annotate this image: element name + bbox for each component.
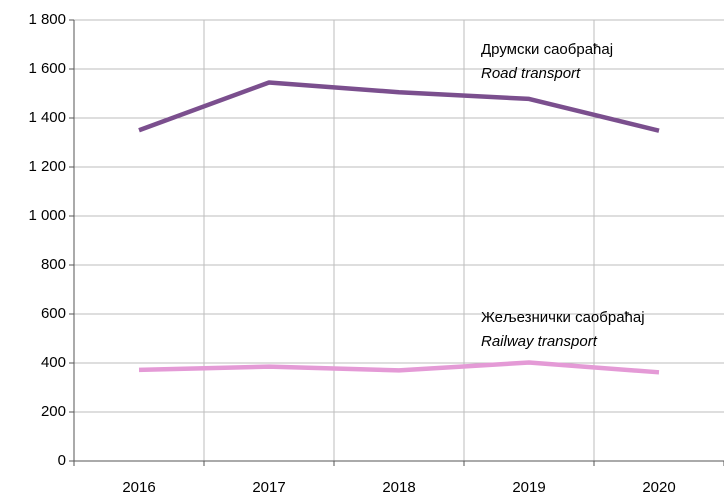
y-tick-label: 0 <box>58 452 66 469</box>
y-tick-label: 1 600 <box>28 60 66 77</box>
x-tick-label: 2016 <box>122 479 155 496</box>
y-tick-label: 200 <box>41 403 66 420</box>
series-label-en: Railway transport <box>481 333 598 350</box>
x-tick-label: 2018 <box>382 479 415 496</box>
y-tick-label: 600 <box>41 305 66 322</box>
series-label: Друмски саобраћај <box>481 41 613 58</box>
x-tick-label: 2017 <box>252 479 285 496</box>
y-tick-label: 400 <box>41 354 66 371</box>
y-tick-label: 1 000 <box>28 207 66 224</box>
x-tick-label: 2020 <box>642 479 675 496</box>
x-tick-label: 2019 <box>512 479 545 496</box>
y-tick-label: 1 200 <box>28 158 66 175</box>
series-line <box>138 360 660 375</box>
series-label: Жељезнички саобраћај <box>481 309 645 326</box>
y-tick-label: 1 800 <box>28 11 66 28</box>
series-label-en: Road transport <box>481 65 581 82</box>
series-line <box>138 80 660 133</box>
y-tick-label: 800 <box>41 256 66 273</box>
y-tick-label: 1 400 <box>28 109 66 126</box>
